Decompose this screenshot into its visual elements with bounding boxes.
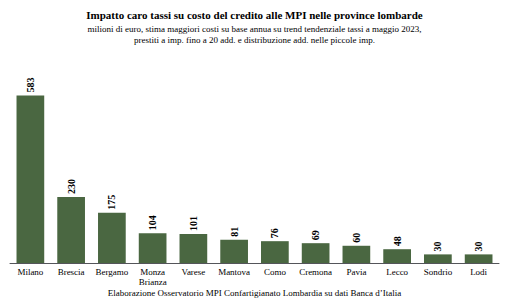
svg-text:Lecco: Lecco: [386, 267, 408, 277]
svg-text:milioni di euro, stima maggior: milioni di euro, stima maggiori costi su…: [87, 24, 421, 34]
svg-text:Lodi: Lodi: [470, 267, 487, 277]
svg-text:104: 104: [147, 215, 158, 230]
svg-text:Cremona: Cremona: [299, 267, 332, 277]
svg-text:81: 81: [229, 227, 240, 237]
svg-text:Milano: Milano: [17, 267, 43, 277]
svg-text:Impatto caro tassi su costo de: Impatto caro tassi su costo del credito …: [86, 9, 422, 21]
svg-text:30: 30: [473, 241, 484, 251]
svg-text:prestiti a imp. fino a 20 add.: prestiti a imp. fino a 20 add. e distrib…: [134, 35, 375, 45]
svg-text:Sondrio: Sondrio: [424, 267, 453, 277]
svg-text:230: 230: [66, 179, 77, 194]
svg-text:Mantova: Mantova: [218, 267, 250, 277]
svg-text:69: 69: [310, 230, 321, 240]
svg-text:101: 101: [188, 216, 199, 231]
svg-text:Como: Como: [264, 267, 287, 277]
svg-text:Elaborazione Osservatorio MPI: Elaborazione Osservatorio MPI Confartigi…: [108, 288, 401, 298]
svg-text:175: 175: [106, 195, 117, 210]
svg-text:76: 76: [269, 228, 280, 238]
svg-text:Monza: Monza: [140, 267, 165, 277]
svg-text:Pavia: Pavia: [346, 267, 366, 277]
svg-text:583: 583: [25, 78, 36, 93]
svg-text:Varese: Varese: [181, 267, 205, 277]
svg-text:30: 30: [432, 241, 443, 251]
svg-text:48: 48: [392, 236, 403, 246]
svg-text:Brescia: Brescia: [58, 267, 85, 277]
svg-text:60: 60: [351, 233, 362, 243]
svg-text:Bergamo: Bergamo: [95, 267, 128, 277]
svg-text:Brianza: Brianza: [139, 277, 167, 287]
